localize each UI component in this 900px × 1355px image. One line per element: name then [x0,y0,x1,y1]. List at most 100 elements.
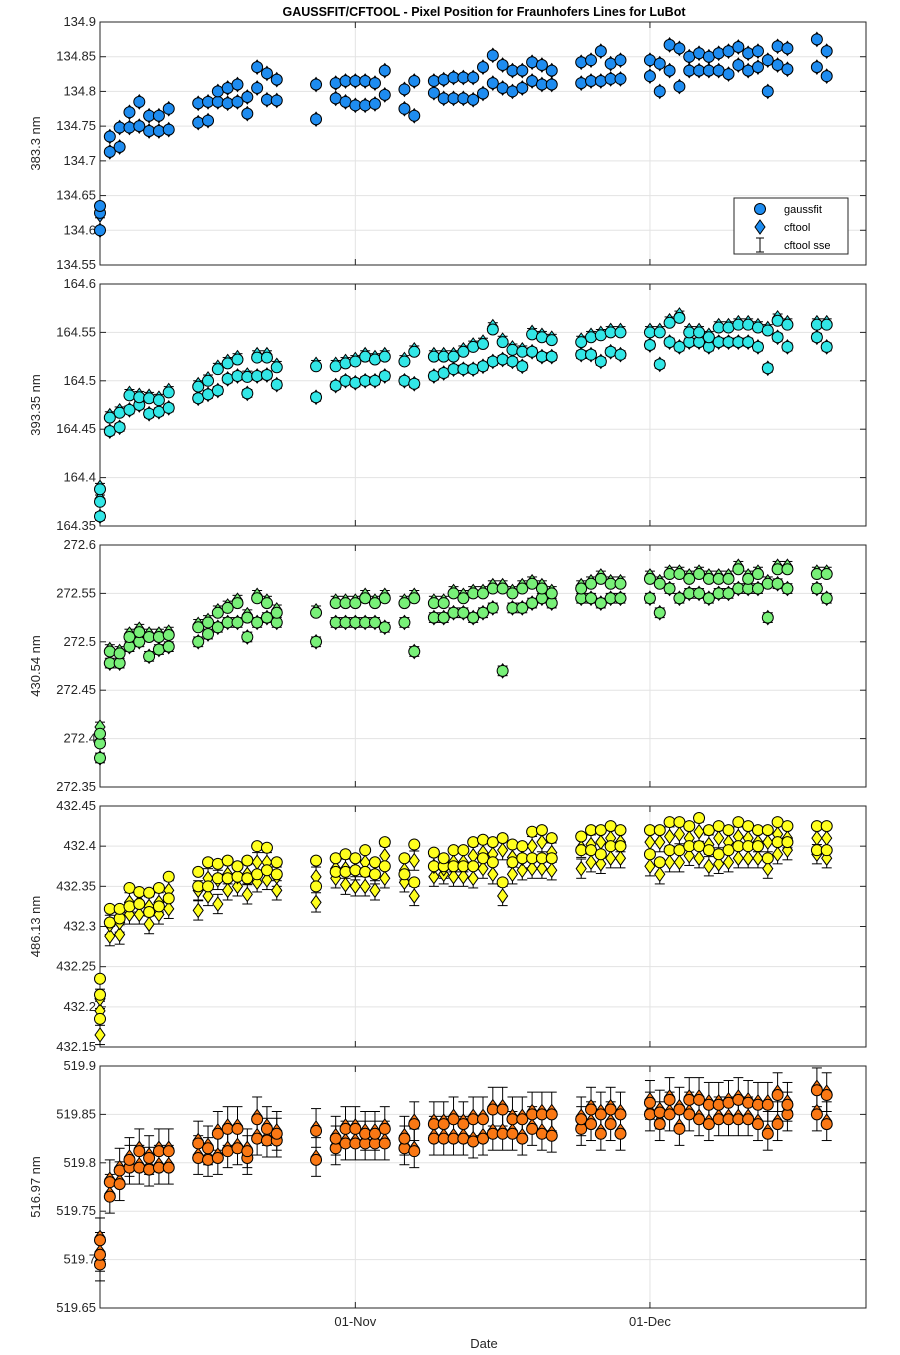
y-tick-label: 432.15 [56,1039,96,1054]
panel-3: 272.35 272.4 272.45 272.5 272.55 272.6 430.54 … [28,537,867,794]
x-tick-label: 01-Dec [629,1314,671,1329]
gaussfit-point [761,54,774,67]
gaussfit-point [496,336,509,349]
gaussfit-point [761,324,774,337]
gaussfit-point [467,93,480,106]
gaussfit-point [310,78,323,91]
cftool-point [349,878,361,895]
gaussfit-point [211,857,224,870]
gaussfit-point [359,592,372,605]
gaussfit-point [437,852,450,865]
gaussfit-point [673,311,686,324]
gaussfit-point [771,331,784,344]
gaussfit-point [211,363,224,376]
axes-box [99,21,867,266]
y-tick-label: 519.9 [63,1058,96,1073]
gaussfit-point [152,630,165,643]
gaussfit-point [202,856,215,869]
gaussfit-point [270,868,283,881]
gaussfit-point [761,852,774,865]
gaussfit-point [663,64,676,77]
y-tick-label: 134.55 [56,257,96,272]
y-tick-label: 432.35 [56,878,96,893]
gaussfit-point [712,1098,725,1111]
gaussfit-point [820,70,833,83]
gaussfit-point [378,621,391,634]
gaussfit-point [368,616,381,629]
gaussfit-point [496,664,509,677]
gaussfit-point [751,840,764,853]
gaussfit-point [693,326,706,339]
gaussfit-point [339,374,352,387]
gaussfit-point [143,392,156,405]
gaussfit-point [251,369,264,382]
gaussfit-point [810,33,823,46]
gaussfit-point [123,106,136,119]
y-axis-label: 430.54 nm [28,635,43,696]
gaussfit-point [663,316,676,329]
gaussfit-point [575,336,588,349]
cftool-point [192,902,204,919]
gaussfit-point [359,865,372,878]
gaussfit-point [477,833,489,846]
cftool-point [104,928,116,945]
gaussfit-point [820,568,833,581]
gaussfit-point [820,592,833,605]
gaussfit-point [251,616,264,629]
gaussfit-point [781,820,794,833]
gaussfit-point [653,856,666,869]
cftool-point [408,888,420,904]
gaussfit-point [683,820,696,833]
gaussfit-point [113,421,126,434]
cftool-point [605,850,617,867]
gaussfit-point [103,411,116,424]
y-tick-label: 519.65 [56,1300,96,1315]
gaussfit-point [94,495,106,508]
gaussfit-point [202,114,215,127]
gaussfit-point [202,1142,215,1155]
gaussfit-point [398,616,411,629]
cftool-point [644,834,656,851]
gaussfit-point [202,1153,215,1166]
y-tick-label: 432.45 [56,798,96,813]
gaussfit-point [408,645,421,658]
gaussfit-point [192,865,205,878]
gaussfit-point [457,592,470,605]
gaussfit-point [162,102,175,115]
gaussfit-point [94,1248,106,1261]
gaussfit-point [614,348,627,361]
gaussfit-point [310,635,323,648]
cftool-point [595,834,607,851]
gaussfit-point [643,592,656,605]
gaussfit-point [241,370,254,383]
gaussfit-point [94,483,106,496]
gaussfit-point [359,844,372,857]
gaussfit-point [368,77,381,90]
gaussfit-point [398,852,411,865]
gaussfit-point [535,1127,548,1140]
gaussfit-point [251,61,264,74]
gaussfit-point [614,72,627,85]
gaussfit-point [231,369,244,382]
y-tick-label: 272.4 [63,731,96,746]
gaussfit-point [339,357,352,370]
gaussfit-point [545,852,558,865]
gaussfit-point [516,1113,529,1126]
gaussfit-point [437,73,450,86]
gaussfit-point [103,1176,116,1189]
cftool-point [536,860,548,877]
gaussfit-point [761,85,774,98]
gaussfit-point [368,868,381,881]
gaussfit-point [241,611,254,624]
gaussfit-point [604,345,617,358]
gaussfit-point [545,334,558,347]
gaussfit-point [643,572,656,585]
gaussfit-point [722,572,735,585]
gaussfit-point [251,81,264,94]
gaussfit-point [673,42,686,55]
gaussfit-point [211,384,224,397]
gaussfit-point [545,78,558,91]
gaussfit-point [408,1145,421,1158]
y-tick-label: 164.6 [63,276,96,291]
cftool-point [654,866,666,883]
